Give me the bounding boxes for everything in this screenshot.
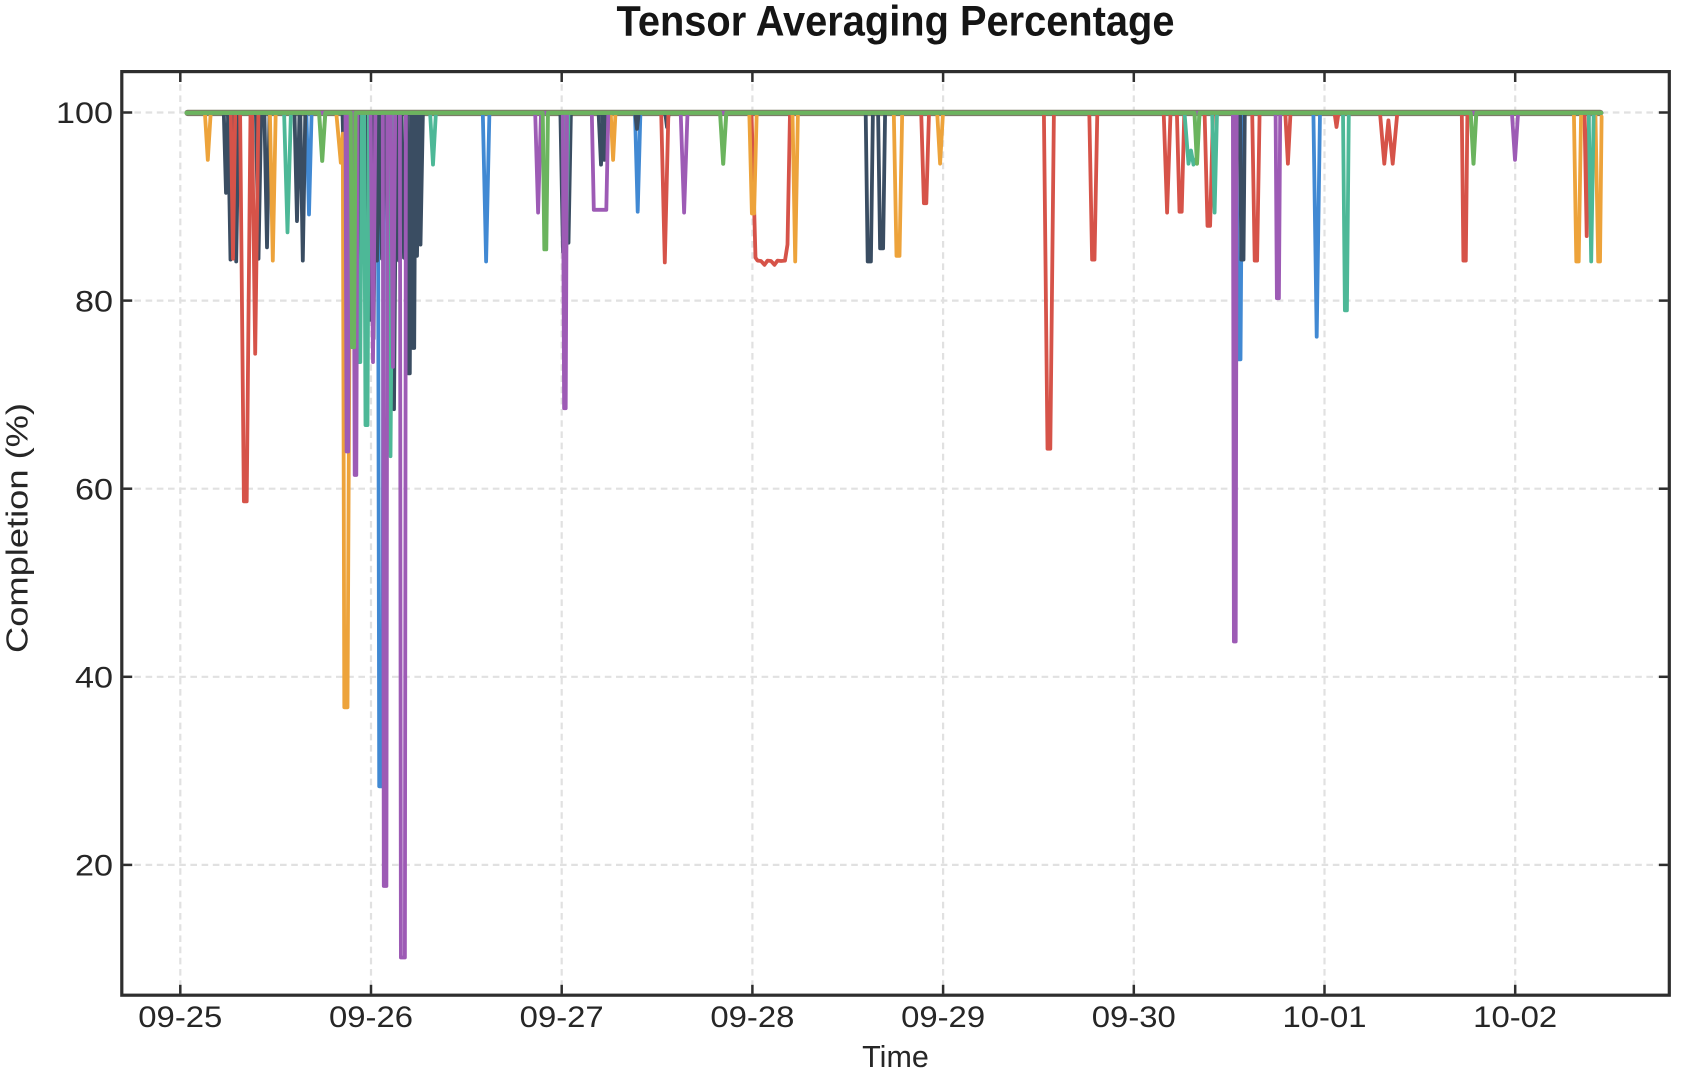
svg-text:09-25: 09-25: [138, 1001, 222, 1034]
svg-text:10-01: 10-01: [1283, 1001, 1367, 1034]
svg-text:09-29: 09-29: [901, 1001, 985, 1034]
svg-text:Completion (%): Completion (%): [1, 403, 35, 653]
svg-text:09-27: 09-27: [520, 1001, 604, 1034]
svg-text:80: 80: [75, 285, 113, 318]
svg-text:20: 20: [75, 850, 113, 883]
svg-text:Time: Time: [862, 1040, 929, 1074]
svg-text:Tensor Averaging Percentage: Tensor Averaging Percentage: [617, 0, 1175, 46]
svg-text:60: 60: [75, 473, 113, 506]
svg-text:40: 40: [75, 662, 113, 695]
svg-text:09-30: 09-30: [1092, 1001, 1176, 1034]
svg-text:10-02: 10-02: [1473, 1001, 1557, 1034]
svg-text:09-26: 09-26: [329, 1001, 413, 1034]
svg-text:100: 100: [56, 97, 113, 130]
svg-text:09-28: 09-28: [710, 1001, 794, 1034]
